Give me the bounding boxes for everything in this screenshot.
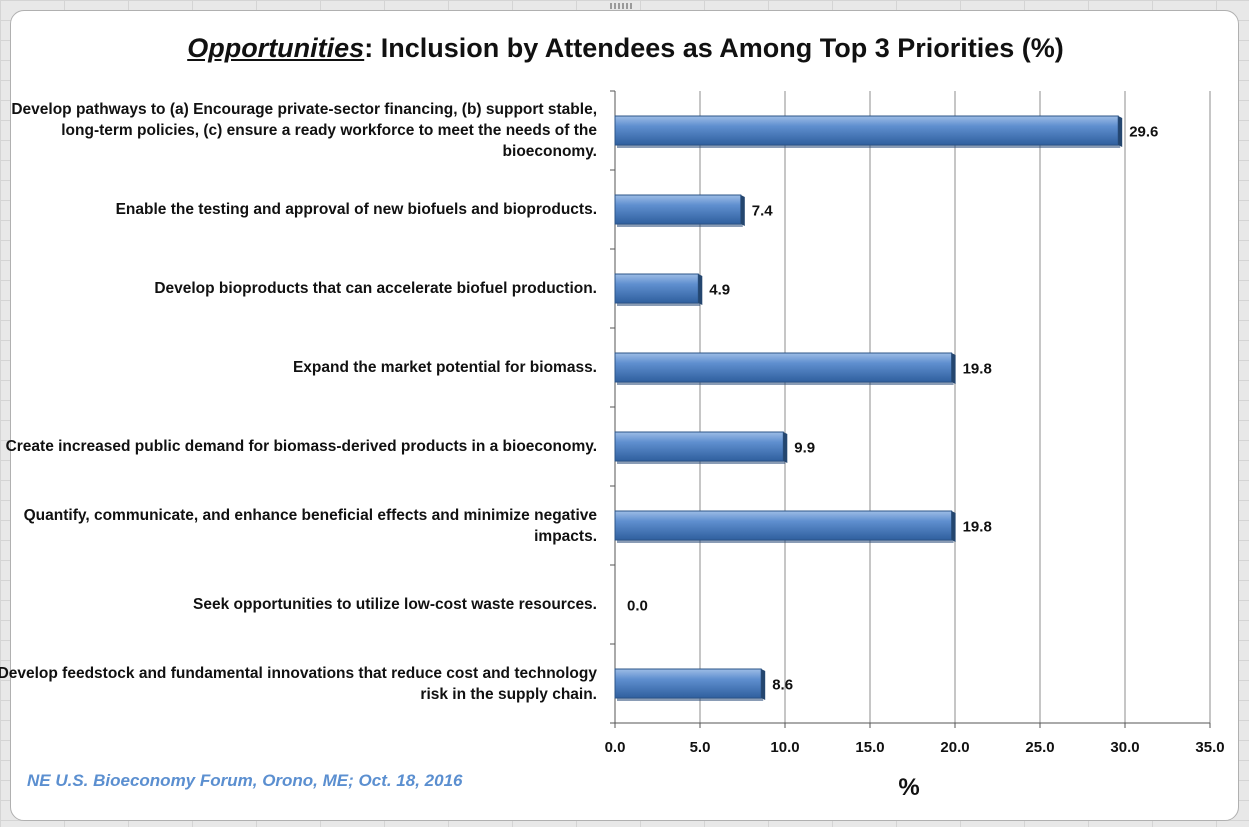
category-label: Seek opportunities to utilize low-cost w… — [193, 596, 597, 613]
category-label: Develop feedstock and fundamental innova… — [0, 664, 597, 703]
bar — [614, 668, 762, 699]
data-label: 29.6 — [1129, 124, 1158, 141]
bar-end-face — [951, 353, 956, 384]
x-axis-title: % — [898, 774, 919, 801]
x-tick-label: 15.0 — [855, 739, 884, 756]
x-tick-label: 30.0 — [1110, 739, 1139, 756]
bar-end-face — [951, 511, 956, 542]
bar — [614, 510, 953, 541]
data-label: 0.0 — [627, 598, 648, 615]
bar-end-face — [761, 669, 766, 700]
data-label: 19.8 — [963, 519, 992, 536]
x-tick-label: 5.0 — [690, 739, 711, 756]
x-tick-label: 10.0 — [770, 739, 799, 756]
bar-end-face — [698, 274, 703, 305]
x-tick-label: 25.0 — [1025, 739, 1054, 756]
data-label: 19.8 — [963, 361, 992, 378]
plot-area: 0.0 5.0 10.0 15.0 20.0 25.0 30.0 35.0% 29.6 7.4 4.… — [605, 90, 1225, 801]
chart-title-emphasis: Opportunities — [187, 33, 365, 63]
category-label: Develop bioproducts that can accelerate … — [154, 280, 597, 297]
bar — [614, 115, 1119, 146]
category-label: Expand the market potential for biomass. — [292, 359, 597, 376]
data-label: 9.9 — [794, 440, 815, 457]
bar-end-face — [783, 432, 788, 463]
data-label: 7.4 — [752, 203, 774, 220]
category-label: Develop pathways to (a) Encourage privat… — [11, 101, 597, 160]
category-label: Create increased public demand for bioma… — [5, 438, 597, 455]
x-tick-label: 0.0 — [605, 739, 626, 756]
bar — [614, 431, 784, 462]
resize-handle[interactable] — [610, 3, 634, 9]
bar-end-face — [1118, 116, 1123, 147]
category-label: Enable the testing and approval of new b… — [115, 201, 597, 218]
bar — [614, 352, 953, 383]
data-label: 8.6 — [772, 677, 793, 694]
bar — [614, 194, 742, 225]
footer-note: NE U.S. Bioeconomy Forum, Orono, ME; Oct… — [27, 771, 463, 790]
data-label: 4.9 — [709, 282, 730, 299]
chart-title: Opportunities: Inclusion by Attendees as… — [11, 33, 1240, 64]
bar-end-face — [740, 195, 745, 226]
bar — [614, 273, 699, 304]
x-tick-label: 35.0 — [1195, 739, 1224, 756]
chart-area[interactable]: Opportunities: Inclusion by Attendees as… — [0, 10, 1240, 821]
chart-title-rest: : Inclusion by Attendees as Among Top 3 … — [364, 33, 1064, 63]
category-label: Quantify, communicate, and enhance benef… — [23, 506, 597, 545]
x-tick-label: 20.0 — [940, 739, 969, 756]
